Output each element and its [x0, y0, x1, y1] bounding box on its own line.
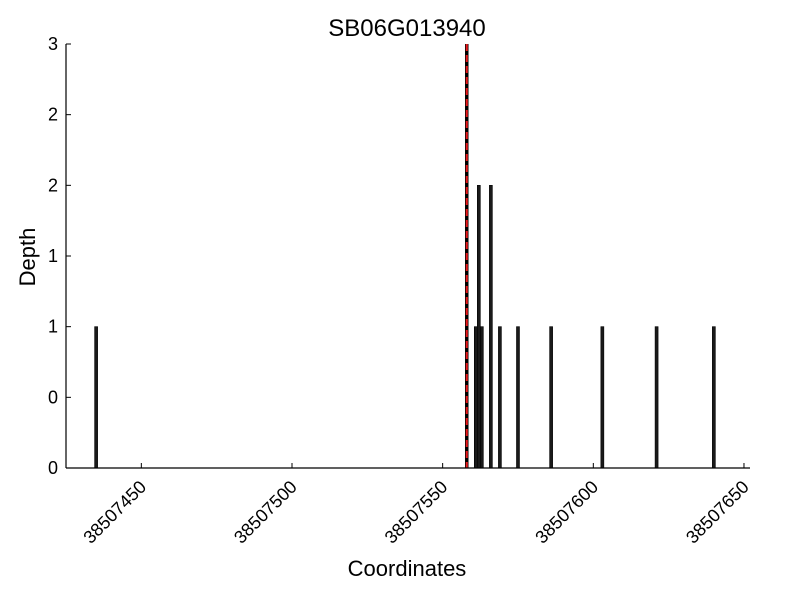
- x-tick-label: 38507650: [682, 477, 753, 548]
- y-axis-label: Depth: [15, 228, 40, 287]
- y-ticks-group: 0 0 1 1 2 2 3: [48, 34, 71, 478]
- bar: [549, 326, 553, 469]
- y-tick-label: 2: [48, 105, 58, 125]
- x-tick-label: 38507600: [531, 477, 602, 548]
- bar: [498, 326, 502, 469]
- bar: [712, 326, 716, 469]
- bar: [489, 185, 493, 469]
- y-tick-label: 1: [48, 246, 58, 266]
- y-tick-label: 0: [48, 387, 58, 407]
- y-tick-label: 3: [48, 34, 58, 54]
- bar: [94, 326, 98, 469]
- y-tick-label: 1: [48, 317, 58, 337]
- x-tick-label: 38507500: [230, 477, 301, 548]
- bar: [516, 326, 520, 469]
- bar: [654, 326, 659, 469]
- x-ticks-group: 38507450 38507500 38507550 38507600 38507650: [79, 463, 753, 548]
- y-tick-label: 0: [48, 458, 58, 478]
- bar: [600, 326, 605, 469]
- bar: [477, 185, 481, 469]
- bar: [473, 326, 478, 469]
- bar: [480, 326, 484, 469]
- x-axis-label: Coordinates: [348, 556, 467, 581]
- x-tick-label: 38507550: [381, 477, 452, 548]
- x-tick-label: 38507450: [79, 477, 150, 548]
- y-tick-label: 2: [48, 175, 58, 195]
- bars-group: [94, 185, 716, 469]
- chart-title: SB06G013940: [328, 15, 485, 42]
